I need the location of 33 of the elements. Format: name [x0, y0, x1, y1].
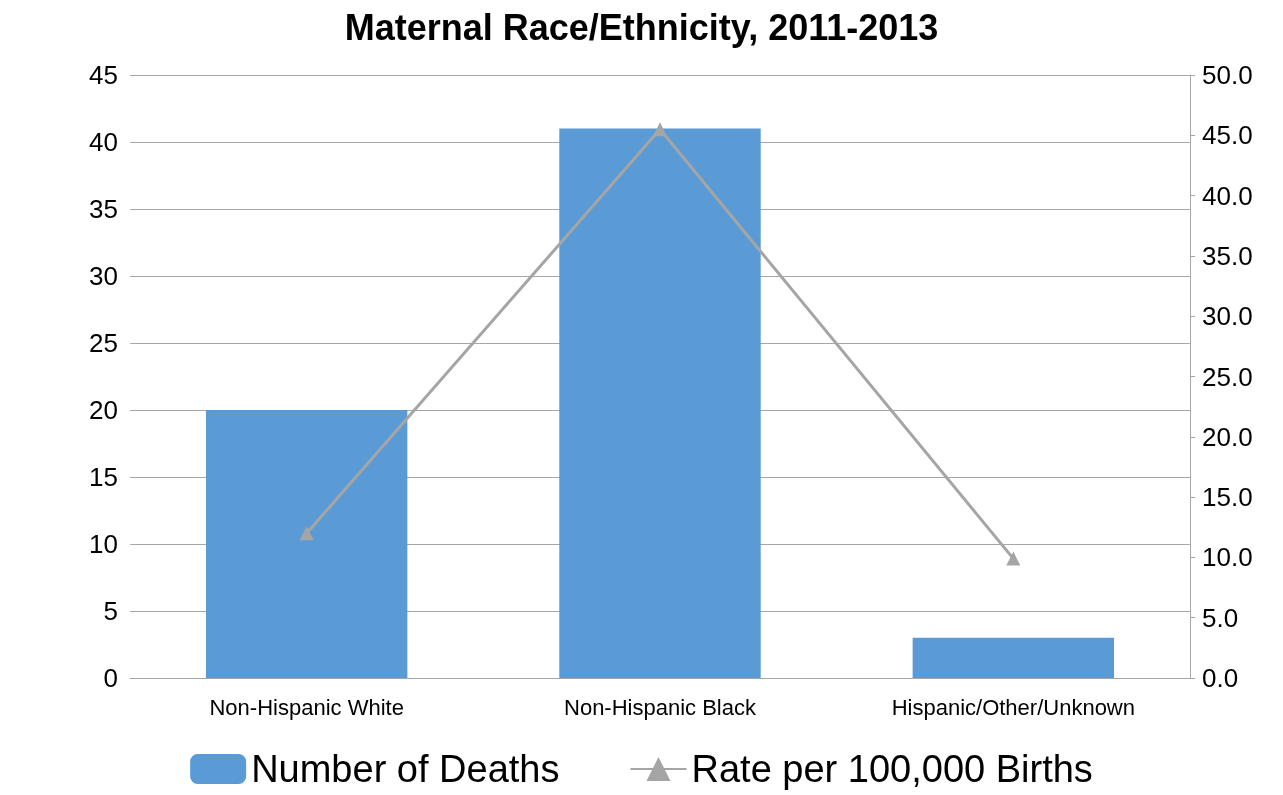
bar [205, 410, 408, 678]
y2-tick-label: 10.0 [1202, 542, 1253, 573]
y2-tick-label: 45.0 [1202, 120, 1253, 151]
y2-tick-label: 15.0 [1202, 482, 1253, 513]
point [299, 526, 314, 541]
y-tick-label: 0 [103, 663, 118, 693]
y2-tick-label: 0.0 [1202, 663, 1239, 693]
y2-tick-label: 35.0 [1202, 240, 1253, 271]
x-tick-label: Non-Hispanic White [209, 694, 404, 720]
y-tick-label: 20 [89, 395, 118, 425]
y-tick-label: 5 [103, 596, 118, 626]
x-tick-label: Non-Hispanic Black [564, 694, 757, 720]
y2-tick-label: 40.0 [1202, 180, 1253, 211]
y2-tick-label: 25.0 [1202, 361, 1253, 392]
bar [912, 637, 1115, 678]
chart-title: Maternal Race/Ethnicity, 2011-2013 [344, 6, 939, 48]
y-tick-label: 10 [89, 529, 118, 559]
y2-tick-label: 30.0 [1202, 301, 1253, 332]
y2-tick-label: 20.0 [1202, 421, 1253, 452]
point [653, 122, 667, 137]
legend-label: Number of Deaths [251, 748, 560, 790]
y-tick-label: 40 [89, 127, 118, 157]
y-tick-label: 30 [89, 261, 118, 291]
y-tick-label: 35 [89, 194, 118, 224]
bar [559, 128, 761, 678]
point [1006, 551, 1021, 566]
y2-tick-label: 5.0 [1202, 602, 1239, 633]
y-tick-label: 25 [89, 328, 118, 358]
y-tick-label: 45 [89, 60, 118, 90]
legend-label: Rate per 100,000 Births [691, 748, 1093, 790]
x-tick-label: Hispanic/Other/Unknown [891, 694, 1136, 720]
y2-tick-label: 50.0 [1202, 60, 1253, 90]
y-tick-label: 15 [89, 462, 118, 492]
